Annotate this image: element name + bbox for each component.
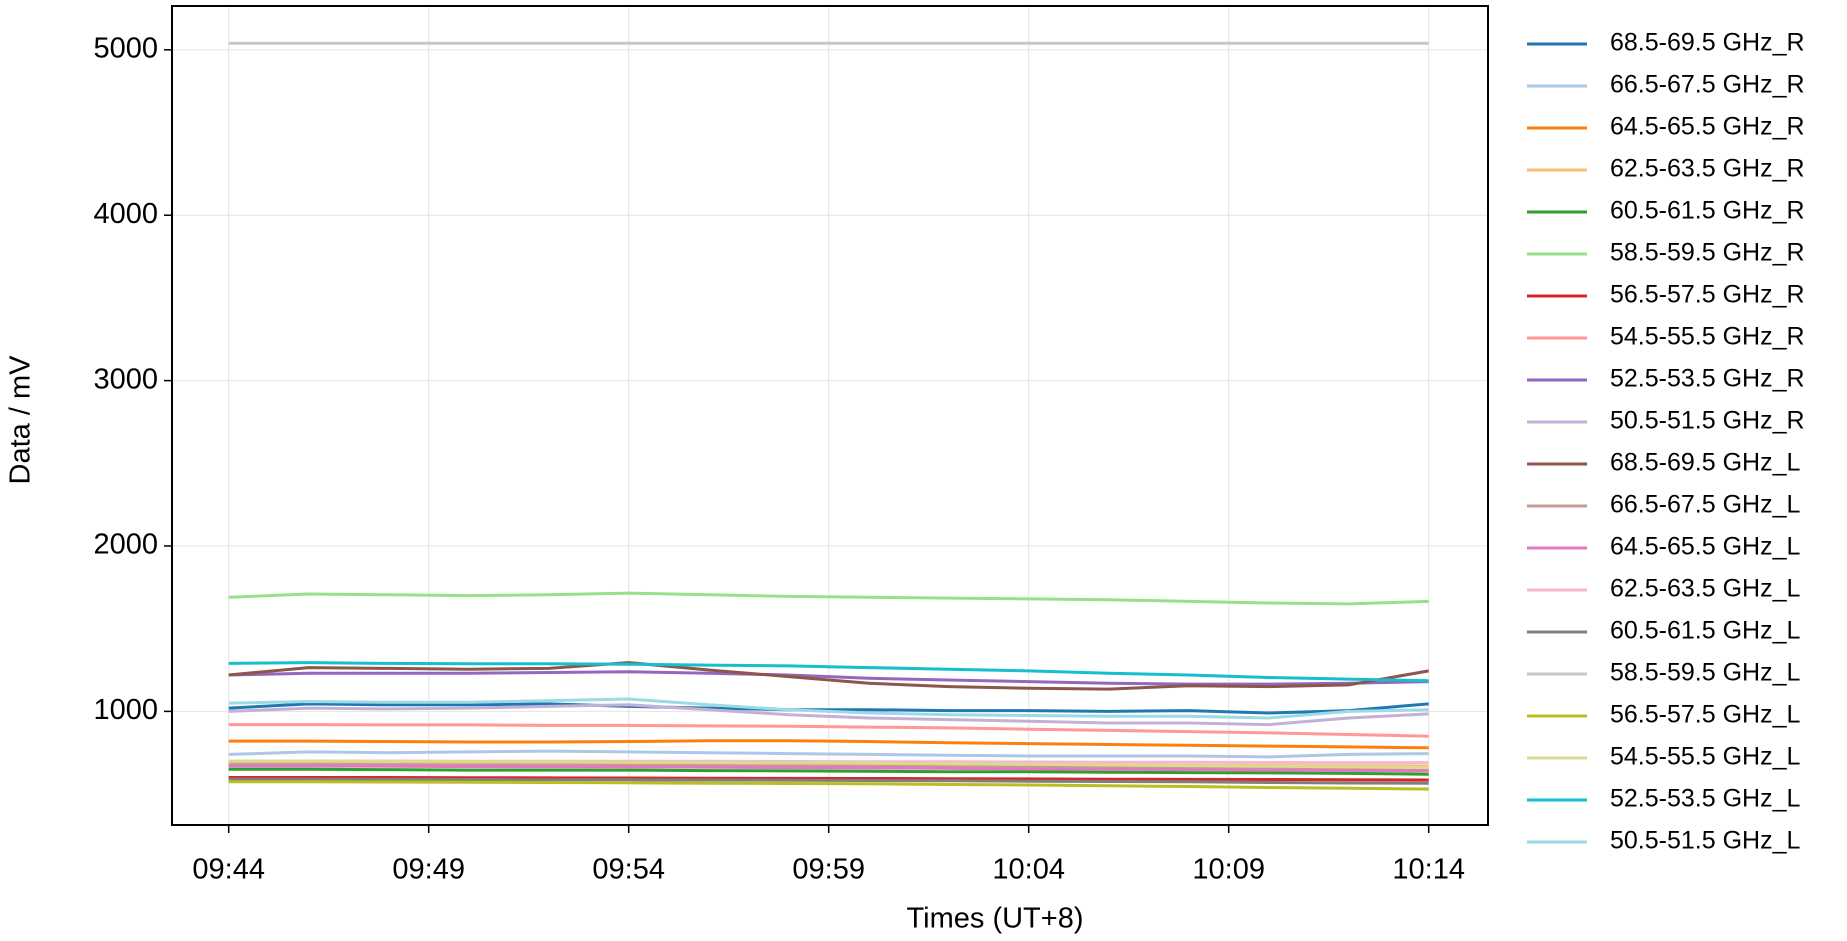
legend-label: 58.5-59.5 GHz_R xyxy=(1610,239,1805,267)
plot-frame xyxy=(171,5,1489,826)
legend-label: 54.5-55.5 GHz_L xyxy=(1610,743,1800,771)
series-line xyxy=(228,661,1429,683)
series-line xyxy=(228,723,1429,738)
x-tick-label: 10:04 xyxy=(992,854,1065,886)
y-tick-label: 4000 xyxy=(93,198,158,230)
legend-label: 66.5-67.5 GHz_R xyxy=(1610,71,1805,99)
series-line xyxy=(228,759,1429,770)
legend-label: 60.5-61.5 GHz_R xyxy=(1610,197,1805,225)
legend-label: 50.5-51.5 GHz_R xyxy=(1610,407,1805,435)
x-tick-label: 10:14 xyxy=(1392,854,1465,886)
series-line xyxy=(228,780,1429,791)
y-tick-label: 1000 xyxy=(93,694,158,726)
y-axis-label: Data / mV xyxy=(5,355,37,485)
x-tick-label: 09:59 xyxy=(792,854,865,886)
legend-label: 68.5-69.5 GHz_R xyxy=(1610,29,1805,57)
series-line xyxy=(228,697,1429,720)
series-line xyxy=(228,702,1429,715)
legend-label: 56.5-57.5 GHz_L xyxy=(1610,701,1800,729)
legend-label: 60.5-61.5 GHz_L xyxy=(1610,617,1800,645)
legend-label: 58.5-59.5 GHz_L xyxy=(1610,659,1800,687)
legend-label: 68.5-69.5 GHz_L xyxy=(1610,449,1800,477)
series-line xyxy=(228,767,1429,776)
legend-label: 56.5-57.5 GHz_R xyxy=(1610,281,1805,309)
x-tick-label: 09:49 xyxy=(392,854,465,886)
legend-label: 52.5-53.5 GHz_L xyxy=(1610,785,1800,813)
legend-label: 62.5-63.5 GHz_L xyxy=(1610,575,1800,603)
legend-label: 64.5-65.5 GHz_L xyxy=(1610,533,1800,561)
legend-label: 64.5-65.5 GHz_R xyxy=(1610,113,1805,141)
legend-label: 50.5-51.5 GHz_L xyxy=(1610,827,1800,855)
series-line xyxy=(228,776,1429,782)
legend-label: 52.5-53.5 GHz_R xyxy=(1610,365,1805,393)
series-line xyxy=(228,777,1429,785)
series-line xyxy=(228,591,1429,606)
legend-label: 66.5-67.5 GHz_L xyxy=(1610,491,1800,519)
series-line xyxy=(228,703,1429,727)
y-tick-label: 3000 xyxy=(93,363,158,395)
series-line xyxy=(228,762,1429,771)
x-tick-label: 10:09 xyxy=(1192,854,1265,886)
x-axis-label: Times (UT+8) xyxy=(907,903,1084,935)
series-line xyxy=(228,739,1429,750)
series-line xyxy=(228,661,1429,691)
legend-label: 62.5-63.5 GHz_R xyxy=(1610,155,1805,183)
y-tick-label: 2000 xyxy=(93,529,158,561)
x-tick-label: 09:54 xyxy=(592,854,665,886)
series-line xyxy=(228,764,1429,773)
y-tick-label: 5000 xyxy=(93,32,158,64)
series-line xyxy=(228,749,1429,759)
x-tick-label: 09:44 xyxy=(192,854,265,886)
series-line xyxy=(228,670,1429,686)
legend-label: 54.5-55.5 GHz_R xyxy=(1610,323,1805,351)
